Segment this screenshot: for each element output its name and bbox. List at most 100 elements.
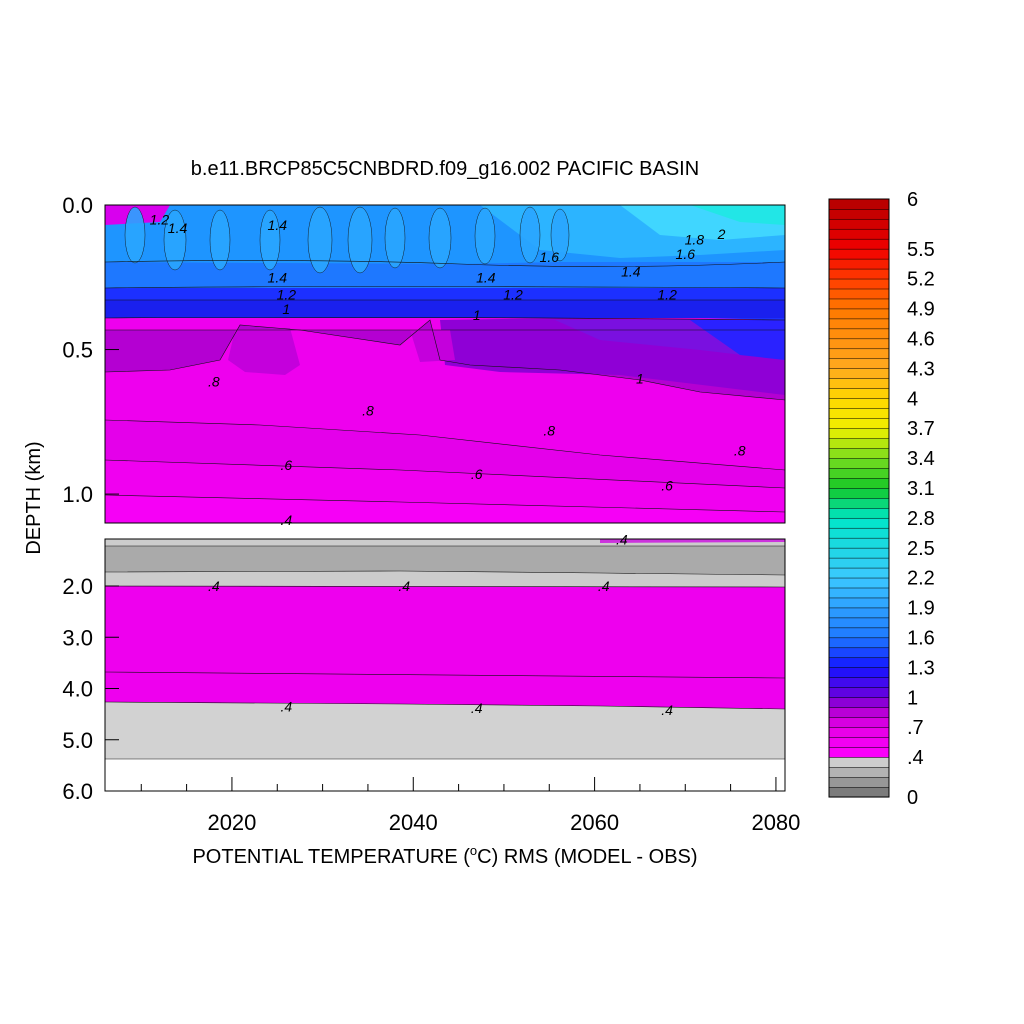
colorbar: 6 5.5 5.2 4.9 4.6 4.3 4 3.7 3.4 3.1 2.8 2.5 2.2 1.9 1.…: [828, 189, 935, 809]
axes: 2020 2040 2060 2080 0.0 0.5 1.0 2.0 3.0 4.0 5.0 6.0: [62, 193, 800, 835]
contour-label: .8: [208, 373, 220, 389]
colorbar-swatch: [828, 776, 890, 788]
lower-contour-lines: [105, 545, 785, 760]
colorbar-swatch: [828, 587, 890, 599]
y-tick-label: 4.0: [62, 677, 93, 702]
colorbar-swatch: [828, 318, 890, 330]
colorbar-swatch: [828, 457, 890, 469]
contour-label: 1: [636, 370, 644, 386]
contour-label: 1: [473, 307, 481, 323]
colorbar-swatch: [828, 208, 890, 220]
colorbar-swatch: [828, 238, 890, 250]
y-tick-label: 3.0: [62, 625, 93, 650]
colorbar-swatch: [828, 398, 890, 409]
colorbar-swatch: [828, 497, 890, 509]
y-tick-label: 5.0: [62, 728, 93, 753]
colorbar-swatch: [828, 368, 890, 379]
upper-contour-lines: [105, 260, 785, 513]
colorbar-swatch: [828, 328, 890, 340]
contour-label: 1.2: [657, 287, 677, 303]
y-tick-label: 2.0: [62, 574, 93, 599]
contour-label: 1.4: [621, 263, 641, 279]
colorbar-swatch: [828, 786, 890, 798]
contour-label: .4: [398, 578, 410, 594]
lower-panel-field: [105, 539, 785, 791]
colorbar-swatch: [828, 607, 890, 619]
contour-label: 1.4: [476, 269, 496, 285]
colorbar-swatch: [828, 258, 890, 270]
colorbar-swatch: [828, 358, 890, 369]
contour-label: .4: [280, 512, 292, 528]
colorbar-label: 4.6: [907, 329, 935, 351]
contour-label: 1.4: [168, 220, 188, 236]
colorbar-label: 1.9: [907, 598, 935, 620]
colorbar-label: 4: [907, 388, 918, 410]
surface-columns: [124, 206, 570, 274]
colorbar-swatch: [828, 388, 890, 399]
upper-panel-frame: [104, 204, 786, 524]
colorbar-label: 5.5: [907, 239, 935, 261]
colorbar-label: 4.9: [907, 299, 935, 321]
colorbar-swatch: [828, 418, 890, 429]
colorbar-swatch: [828, 647, 890, 659]
contour-label: .4: [616, 532, 628, 548]
y-tick-label: 0.5: [62, 338, 93, 363]
contour-label: 1.6: [540, 249, 560, 265]
colorbar-swatch: [828, 507, 890, 519]
contour-label: .4: [280, 698, 292, 714]
y-axis-label: DEPTH (km): [23, 441, 45, 554]
colorbar-swatch: [828, 557, 890, 569]
colorbar-swatch: [828, 657, 890, 668]
colorbar-swatch: [828, 597, 890, 609]
colorbar-swatch: [828, 467, 890, 479]
colorbar-swatch: [828, 477, 890, 489]
contour-label: .4: [208, 578, 220, 594]
y-tick-label: 6.0: [62, 779, 93, 804]
colorbar-swatch: [828, 248, 890, 260]
colorbar-swatch: [828, 218, 890, 230]
colorbar-label: 4.3: [907, 358, 935, 380]
colorbar-swatch: [828, 567, 890, 579]
contour-label: .6: [471, 466, 483, 482]
y-tick-label: 0.0: [62, 193, 93, 218]
colorbar-label: 1.6: [907, 628, 935, 650]
colorbar-swatch: [828, 717, 890, 728]
colorbar-swatch: [828, 268, 890, 280]
colorbar-swatch: [828, 278, 890, 290]
colorbar-swatch: [828, 288, 890, 300]
lower-panel-frame: [104, 538, 786, 792]
colorbar-label: 3.1: [907, 478, 935, 500]
colorbar-swatch: [828, 707, 890, 718]
colorbar-swatch: [828, 517, 890, 529]
colorbar-swatch: [828, 487, 890, 499]
contour-label: 1.8: [685, 232, 705, 248]
contour-label: 2: [717, 226, 726, 242]
colorbar-label: 3.7: [907, 418, 935, 440]
colorbar-swatch: [828, 198, 890, 210]
colorbar-swatch: [828, 617, 890, 629]
lower-panel: [104, 538, 786, 792]
x-tick-label: 2080: [751, 810, 800, 835]
colorbar-swatch: [828, 746, 890, 758]
contour-label: .6: [661, 477, 673, 493]
colorbar-swatch: [828, 677, 890, 688]
colorbar-label: 3.4: [907, 448, 935, 470]
colorbar-swatch: [828, 408, 890, 419]
colorbar-label: 2.2: [907, 568, 935, 590]
contour-labels: 1.21.4 1.41.6 1.61.8 21.4 1.4 1.41.2 1.2 1.21 11…: [150, 211, 746, 718]
colorbar-swatch: [828, 736, 890, 748]
colorbar-swatch: [828, 697, 890, 708]
x-axis-label: POTENTIAL TEMPERATURE (oC) RMS (MODEL - …: [192, 843, 697, 868]
colorbar-swatch: [828, 308, 890, 320]
colorbar-label: .7: [907, 717, 924, 739]
colorbar-swatch: [828, 228, 890, 240]
contour-label: .8: [362, 402, 374, 418]
upper-panel-field: [105, 205, 785, 523]
y-tick-label: 1.0: [62, 482, 93, 507]
contour-label: 1.4: [268, 217, 288, 233]
colorbar-swatch: [828, 756, 890, 768]
x-tick-label: 2060: [570, 810, 619, 835]
colorbar-label: 1: [907, 687, 918, 709]
colorbar-swatch: [828, 348, 890, 360]
colorbar-swatch: [828, 577, 890, 589]
